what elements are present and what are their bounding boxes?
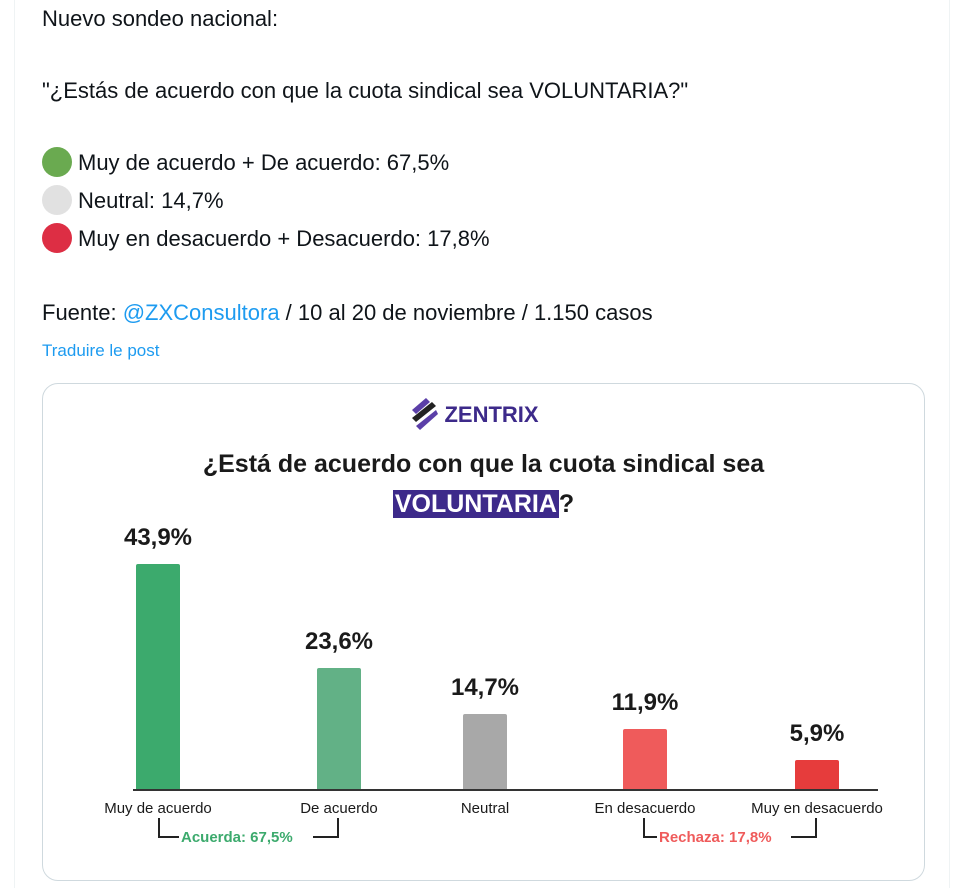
result-label: Muy en desacuerdo + Desacuerdo: 17,8%	[78, 226, 490, 251]
data-label: 11,9%	[611, 688, 679, 716]
result-label: Neutral: 14,7%	[78, 188, 224, 213]
agree-summary: Acuerda: 67,5%	[179, 829, 295, 846]
post-intro: Nuevo sondeo nacional:	[42, 6, 279, 31]
bar-2	[463, 714, 507, 790]
bar-1	[317, 668, 361, 790]
red-circle-icon	[42, 223, 72, 254]
category-label: En desacuerdo	[594, 800, 696, 817]
green-circle-icon	[42, 147, 72, 178]
result-label: Muy de acuerdo + De acuerdo: 67,5%	[78, 150, 450, 175]
white-circle-icon	[42, 185, 72, 216]
bar-3	[623, 728, 667, 790]
zentrix-logo: ZENTRIX	[408, 396, 539, 434]
x-axis-line	[133, 789, 878, 791]
bar-0	[136, 563, 180, 790]
reject-bracket-right	[791, 818, 817, 838]
mention-link[interactable]: @ZXConsultora	[122, 300, 280, 325]
brand-name: ZENTRIX	[444, 402, 539, 427]
chart-title: ¿Está de acuerdo con que la cuota sindic…	[202, 450, 765, 478]
result-disagree: Muy en desacuerdo + Desacuerdo: 17,8%	[42, 223, 490, 254]
chart-title-line2: VOLUNTARIA?	[43, 490, 924, 519]
agree-bracket-left	[158, 818, 184, 838]
category-label: Muy en desacuerdo	[751, 800, 883, 817]
reject-bracket-left	[643, 818, 669, 838]
data-label: 43,9%	[123, 523, 193, 551]
data-label: 5,9%	[789, 719, 845, 747]
agree-bracket-right	[313, 818, 339, 838]
category-label: De acuerdo	[300, 800, 378, 817]
source-prefix: Fuente:	[42, 300, 123, 325]
title-highlight: VOLUNTARIA	[392, 490, 559, 518]
title-end: ?	[558, 490, 575, 518]
category-label: Neutral	[460, 800, 510, 817]
translate-post-link[interactable]: Traduire le post	[42, 341, 160, 360]
source-suffix: / 10 al 20 de noviembre / 1.150 casos	[279, 300, 653, 325]
result-neutral: Neutral: 14,7%	[42, 185, 224, 216]
data-label: 14,7%	[450, 674, 520, 702]
timeline-column	[14, 0, 950, 888]
poll-image-card[interactable]: ZENTRIX ¿Está de acuerdo con que la cuot…	[42, 383, 925, 881]
result-agree: Muy de acuerdo + De acuerdo: 67,5%	[42, 147, 450, 178]
bar-4	[795, 759, 839, 790]
reject-summary: Rechaza: 17,8%	[657, 829, 774, 846]
post-question: "¿Estás de acuerdo con que la cuota sind…	[42, 78, 689, 103]
category-label: Muy de acuerdo	[104, 800, 212, 817]
post-source: Fuente: @ZXConsultora / 10 al 20 de novi…	[42, 300, 653, 326]
data-label: 23,6%	[304, 628, 374, 656]
zentrix-logo-icon	[412, 398, 438, 430]
